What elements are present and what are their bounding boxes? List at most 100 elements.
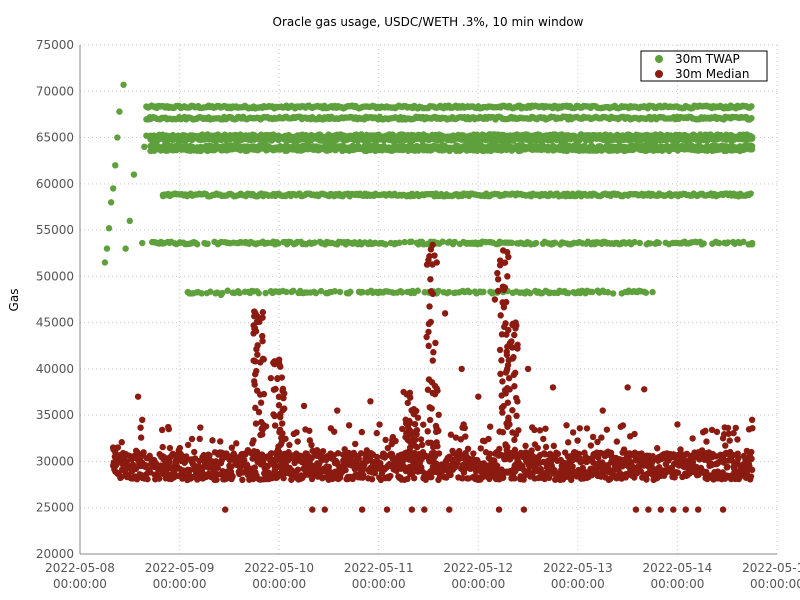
median-point: [462, 433, 469, 440]
median-point: [264, 463, 272, 470]
median-point: [545, 474, 553, 482]
median-point: [619, 422, 627, 429]
median-point: [624, 384, 631, 391]
median-point: [504, 343, 511, 350]
twap-point: [589, 288, 596, 296]
median-point: [403, 433, 411, 441]
median-point: [260, 456, 268, 463]
twap-point: [147, 115, 154, 123]
median-point: [253, 367, 260, 375]
median-point: [433, 439, 440, 446]
median-point: [413, 426, 421, 434]
median-point: [509, 407, 516, 414]
twap-point: [347, 288, 354, 296]
median-point: [239, 476, 246, 484]
median-point: [410, 474, 418, 482]
median-point: [426, 253, 433, 260]
median-point: [511, 446, 519, 454]
median-point: [638, 451, 646, 458]
twap-point: [414, 287, 421, 294]
median-point: [435, 411, 442, 419]
twap-point: [122, 245, 129, 252]
median-point: [233, 440, 240, 447]
median-point: [496, 346, 504, 354]
twap-point: [748, 135, 756, 142]
y-tick-label: 60000: [36, 177, 74, 191]
median-point: [464, 445, 472, 453]
x-tick-label-time: 00:00:00: [153, 577, 207, 591]
median-point: [259, 314, 266, 321]
median-point: [496, 262, 504, 269]
median-point: [496, 257, 504, 264]
median-point: [321, 506, 328, 513]
median-point: [277, 413, 284, 421]
median-point: [184, 441, 192, 449]
median-point: [689, 435, 696, 442]
median-point: [682, 506, 689, 513]
median-point: [674, 421, 681, 428]
median-point: [485, 435, 492, 443]
median-point: [427, 276, 434, 283]
median-point: [406, 393, 413, 400]
median-point: [403, 451, 410, 459]
median-point: [631, 430, 638, 438]
twap-point: [130, 171, 138, 178]
median-point: [251, 378, 258, 385]
median-point: [360, 471, 367, 479]
twap-point: [532, 239, 540, 247]
twap-point: [408, 238, 415, 245]
median-point: [165, 425, 172, 433]
twap-point: [604, 289, 612, 296]
median-point: [142, 462, 150, 469]
median-point: [254, 342, 261, 349]
twap-point: [748, 239, 756, 247]
median-point: [267, 374, 275, 382]
twap-point: [114, 134, 121, 141]
twap-point: [255, 290, 262, 297]
twap-point: [201, 239, 208, 247]
median-point: [229, 473, 236, 480]
median-point: [734, 436, 741, 443]
median-point: [252, 404, 259, 412]
median-point: [253, 387, 261, 394]
median-point: [257, 431, 264, 439]
median-point: [426, 303, 433, 310]
median-point: [427, 439, 435, 446]
median-point: [408, 440, 415, 447]
median-point: [703, 438, 710, 445]
twap-point: [207, 288, 214, 295]
median-point: [399, 425, 406, 433]
median-point: [500, 304, 508, 311]
chart-title: Oracle gas usage, USDC/WETH .3%, 10 min …: [273, 15, 584, 29]
x-tick-label-date: 2022-05-11: [344, 561, 414, 575]
twap-point: [283, 288, 290, 296]
median-point: [505, 253, 512, 261]
twap-point: [631, 238, 638, 246]
legend-swatch-median: [655, 70, 663, 78]
median-point: [513, 412, 520, 420]
median-point: [524, 365, 532, 373]
median-point: [258, 418, 265, 426]
median-point: [724, 463, 731, 471]
median-point: [514, 398, 521, 405]
median-point: [409, 470, 416, 477]
median-point: [722, 442, 729, 449]
median-point: [477, 445, 484, 452]
twap-point: [674, 239, 681, 247]
median-point: [306, 427, 313, 434]
twap-point: [724, 239, 731, 247]
median-point: [504, 399, 512, 406]
twap-point: [120, 81, 127, 88]
twap-point: [716, 239, 723, 247]
median-point: [426, 416, 434, 424]
median-point: [222, 506, 229, 513]
median-point: [748, 448, 755, 456]
median-point: [387, 472, 394, 480]
median-point: [511, 331, 518, 339]
median-point: [400, 388, 407, 396]
median-point: [459, 475, 466, 482]
median-point: [275, 402, 283, 409]
median-point: [213, 476, 220, 483]
median-point: [278, 434, 285, 442]
median-point: [250, 322, 257, 329]
